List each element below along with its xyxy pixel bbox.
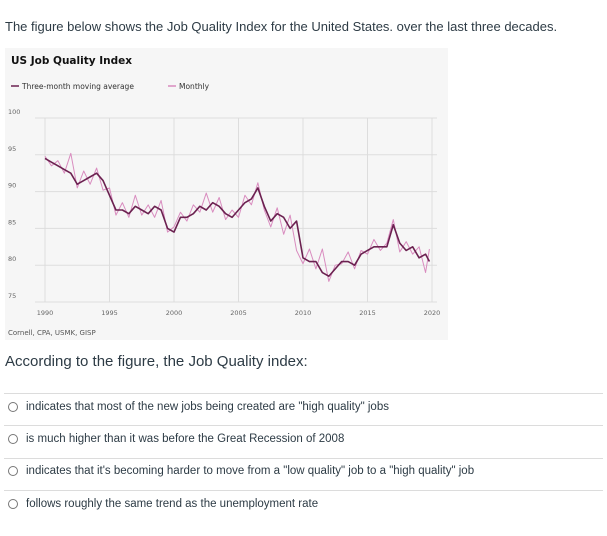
answer-option-4[interactable]: follows roughly the same trend as the un… xyxy=(8,498,318,510)
series-line-monthly xyxy=(44,152,430,282)
y-tick-label: 85 xyxy=(8,218,16,226)
radio-button[interactable] xyxy=(8,499,18,509)
radio-button[interactable] xyxy=(8,466,18,476)
x-tick-label: 1995 xyxy=(101,309,118,317)
divider xyxy=(4,393,603,394)
answer-option-3[interactable]: indicates that it's becoming harder to m… xyxy=(8,465,474,477)
y-tick-label: 95 xyxy=(8,145,16,153)
x-tick-label: 1990 xyxy=(37,309,54,317)
y-tick-label: 80 xyxy=(8,255,16,263)
option-label: follows roughly the same trend as the un… xyxy=(26,498,319,510)
divider xyxy=(4,425,603,426)
option-label: indicates that most of the new jobs bein… xyxy=(26,401,389,413)
x-tick-label: 2005 xyxy=(230,309,247,317)
legend: Three-month moving average Monthly xyxy=(11,82,210,91)
y-tick-label: 100 xyxy=(8,108,20,116)
question-intro: The figure below shows the Job Quality I… xyxy=(5,19,558,34)
series-line-three-month-average xyxy=(44,157,431,278)
divider xyxy=(4,458,603,459)
radio-button[interactable] xyxy=(8,434,18,444)
chart-title: US Job Quality Index xyxy=(11,55,132,67)
x-tick-label: 2020 xyxy=(424,309,441,317)
x-tick-label: 2010 xyxy=(295,309,312,317)
answer-option-2[interactable]: is much higher than it was before the Gr… xyxy=(8,433,344,445)
option-label: is much higher than it was before the Gr… xyxy=(26,433,345,445)
x-tick-label: 2000 xyxy=(166,309,183,317)
divider xyxy=(4,490,603,491)
y-tick-label: 75 xyxy=(8,292,16,300)
x-tick-label: 2015 xyxy=(359,309,376,317)
radio-button[interactable] xyxy=(8,402,18,412)
question-prompt: According to the figure, the Job Quality… xyxy=(5,353,308,370)
legend-label-monthly: Monthly xyxy=(179,82,210,91)
y-tick-label: 90 xyxy=(8,182,16,190)
legend-label-average: Three-month moving average xyxy=(21,82,134,91)
chart-source: Cornell, CPA, USMK, GISP xyxy=(8,329,96,337)
option-label: indicates that it's becoming harder to m… xyxy=(26,465,475,477)
job-quality-chart: US Job Quality Index Three-month moving … xyxy=(5,48,448,340)
answer-option-1[interactable]: indicates that most of the new jobs bein… xyxy=(8,401,389,413)
